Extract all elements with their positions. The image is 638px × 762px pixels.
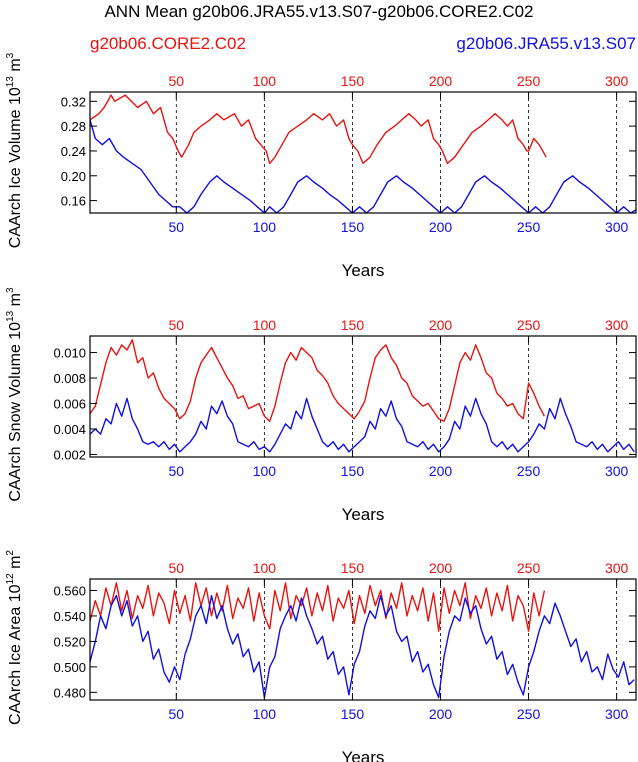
xtick-bottom-label: 100 <box>253 706 277 722</box>
xtick-bottom-label: 200 <box>429 463 453 479</box>
xtick-bottom-label: 50 <box>169 463 185 479</box>
ytick-label: 0.520 <box>53 634 86 649</box>
plot-frame <box>89 578 637 701</box>
xtick-bottom-label: 250 <box>517 463 541 479</box>
xtick-bottom-label: 300 <box>605 706 629 722</box>
xtick-bottom-label: 150 <box>341 463 365 479</box>
xtick-top-label: 50 <box>169 73 185 89</box>
xtick-bottom-label: 200 <box>429 219 453 235</box>
xtick-top-label: 100 <box>253 73 277 89</box>
xtick-bottom-label: 150 <box>341 219 365 235</box>
ytick-label: 0.20 <box>61 169 86 184</box>
panels: 0.16 0.20 0.24 0.28 0.32 50 100 150 200 250 300 50 1… <box>5 52 637 762</box>
panel-2: 0.002 0.004 0.006 0.008 0.010 50 100 150 200 250 3… <box>5 287 637 524</box>
xtick-bottom-label: 100 <box>253 463 277 479</box>
xtick-top-label: 250 <box>517 317 541 333</box>
ytick-label: 0.560 <box>53 583 86 598</box>
ytick-label: 0.006 <box>53 397 86 412</box>
xtick-bottom-label: 100 <box>253 219 277 235</box>
series-line-red <box>89 339 546 422</box>
xtick-top-label: 100 <box>253 317 277 333</box>
xtick-top-label: 200 <box>429 560 453 576</box>
x-axis-label: Years <box>342 261 385 280</box>
plot-frame <box>89 91 637 214</box>
panel-3: 0.480 0.500 0.520 0.540 0.560 50 100 150 200 250 3… <box>5 550 637 762</box>
xtick-bottom-label: 200 <box>429 706 453 722</box>
xtick-bottom-label: 300 <box>605 219 629 235</box>
xtick-bottom-label: 50 <box>169 219 185 235</box>
xtick-top-label: 150 <box>341 73 365 89</box>
xtick-top-label: 50 <box>169 317 185 333</box>
xtick-top-label: 300 <box>605 73 629 89</box>
xtick-top-label: 250 <box>517 73 541 89</box>
series-line-blue <box>89 397 635 453</box>
figure-title: ANN Mean g20b06.JRA55.v13.S07-g20b06.COR… <box>104 2 533 21</box>
xtick-bottom-label: 250 <box>517 706 541 722</box>
ytick-label: 0.32 <box>61 94 86 109</box>
xtick-bottom-label: 50 <box>169 706 185 722</box>
xtick-top-label: 150 <box>341 560 365 576</box>
plot-frame <box>89 335 637 458</box>
xtick-top-label: 250 <box>517 560 541 576</box>
ytick-label: 0.500 <box>53 660 86 675</box>
ytick-label: 0.010 <box>53 346 86 361</box>
xtick-top-label: 50 <box>169 560 185 576</box>
xtick-top-label: 300 <box>605 560 629 576</box>
y-axis-label: CAArch Ice Volume 1013 m3 <box>5 52 24 248</box>
series-line-blue <box>89 594 635 699</box>
ytick-label: 0.002 <box>53 447 86 462</box>
xtick-bottom-label: 250 <box>517 219 541 235</box>
x-axis-label: Years <box>342 748 385 762</box>
y-axis-label: CAArch Ice Area 1012 m2 <box>5 550 24 725</box>
xtick-bottom-label: 300 <box>605 463 629 479</box>
ytick-label: 0.004 <box>53 422 86 437</box>
xtick-top-label: 200 <box>429 73 453 89</box>
ytick-label: 0.480 <box>53 685 86 700</box>
ytick-label: 0.008 <box>53 371 86 386</box>
ytick-label: 0.28 <box>61 119 86 134</box>
xtick-top-label: 200 <box>429 317 453 333</box>
y-axis-label: CAArch Snow Volume 1013 m3 <box>5 287 24 502</box>
x-axis-label: Years <box>342 505 385 524</box>
xtick-top-label: 150 <box>341 317 365 333</box>
xtick-top-label: 100 <box>253 560 277 576</box>
xtick-bottom-label: 150 <box>341 706 365 722</box>
legend-jra55: g20b06.JRA55.v13.S07 <box>456 34 636 53</box>
xtick-top-label: 300 <box>605 317 629 333</box>
legend-core2: g20b06.CORE2.C02 <box>90 34 246 53</box>
ytick-label: 0.16 <box>61 194 86 209</box>
ytick-label: 0.540 <box>53 609 86 624</box>
series-line-red <box>89 94 547 165</box>
panel-1: 0.16 0.20 0.24 0.28 0.32 50 100 150 200 250 300 50 1… <box>5 52 637 280</box>
ytick-label: 0.24 <box>61 144 86 159</box>
